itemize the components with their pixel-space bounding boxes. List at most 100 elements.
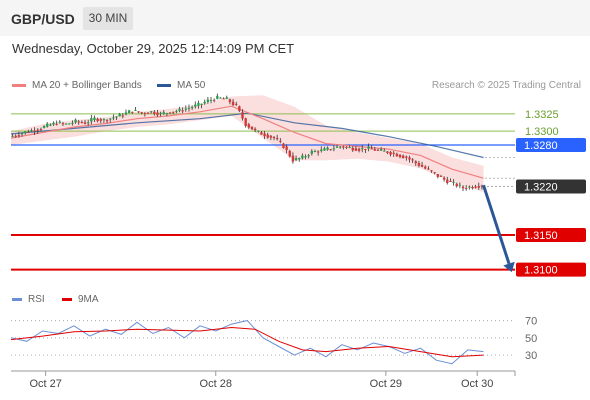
candle-body [96, 118, 99, 122]
candle-body [272, 136, 276, 139]
candle-body [364, 148, 367, 151]
candle-body [156, 112, 159, 116]
candle-body [64, 123, 68, 125]
candle-body [345, 146, 348, 148]
support-label-box-5 [516, 262, 586, 277]
candle-body [17, 134, 21, 136]
candle-body [86, 122, 90, 124]
candle-body [304, 156, 307, 158]
last-price-box [516, 179, 586, 194]
candle-body [430, 170, 433, 172]
candle-body [42, 126, 46, 128]
rsi-line [10, 320, 484, 365]
candle-body [46, 123, 49, 127]
forecast-arrow-shaft [482, 184, 511, 265]
candle-body [392, 152, 395, 154]
candle-body [134, 109, 137, 111]
support-label-5: 1.3100 [524, 265, 558, 277]
forecast-arrow-head [503, 261, 515, 273]
candle-body [90, 118, 93, 122]
candle-body [386, 151, 389, 153]
candle-body [439, 175, 443, 177]
candle-body [313, 151, 317, 153]
candle-body [159, 112, 162, 114]
candle-body [175, 111, 178, 113]
rsi-tick-label-2: 30 [525, 350, 537, 362]
candle-body [401, 155, 405, 159]
candle-body [172, 111, 175, 113]
candle-body [115, 116, 118, 118]
bollinger-band-fill [11, 95, 484, 193]
x-tick-label-0: Oct 27 [29, 378, 61, 390]
candle-body [373, 149, 377, 151]
candle-body [411, 159, 414, 161]
candle-body [219, 97, 222, 99]
candle-body [190, 107, 194, 109]
x-tick-label-1: Oct 28 [200, 378, 232, 390]
candle-body [257, 130, 260, 132]
candle-body [140, 112, 143, 114]
rsi-tick-label-1: 50 [525, 333, 537, 345]
candle-body [433, 172, 436, 174]
candle-body [30, 130, 33, 132]
candle-body [231, 101, 235, 106]
pivot-label-box [516, 138, 586, 152]
legend-ma9-label: 9MA [78, 294, 99, 305]
candle-body [222, 98, 225, 100]
pivot-label: 1.3280 [524, 140, 558, 152]
legend-ma9: 9MA [62, 294, 99, 305]
candle-body [250, 126, 254, 130]
candle-body [131, 111, 134, 113]
candle-body [260, 132, 263, 135]
candle-body [316, 151, 320, 153]
resistance-label-1: 1.3300 [525, 126, 559, 138]
candle-body [414, 161, 417, 164]
candle-body [424, 166, 427, 169]
support-label-4: 1.3150 [524, 230, 558, 242]
candle-body [33, 130, 36, 132]
candle-body [354, 148, 358, 151]
candle-body [332, 148, 336, 150]
candle-body [351, 147, 354, 151]
timeframe-badge[interactable]: 30 MIN [83, 7, 133, 30]
x-tick-label-2: Oct 29 [370, 378, 402, 390]
candle-body [449, 181, 452, 182]
candle-body [27, 132, 30, 134]
candle-body [417, 163, 421, 166]
candle-body [228, 99, 232, 103]
candle-body [216, 95, 219, 99]
candle-body [461, 186, 465, 189]
candle-body [194, 104, 197, 107]
candle-body [178, 108, 181, 111]
support-label-box-4 [516, 228, 586, 242]
candle-body [197, 102, 200, 106]
ma20-swatch [12, 83, 26, 87]
candle-body [165, 113, 169, 115]
candle-body [209, 100, 213, 102]
candle-body [408, 157, 411, 160]
instrument-title: GBP/USD [11, 11, 75, 27]
candle-body [39, 129, 43, 131]
rsi-tick-label-0: 70 [525, 316, 537, 328]
candle-body [93, 117, 96, 121]
candle-body [301, 155, 304, 159]
candle-body [395, 153, 399, 157]
candle-body [200, 103, 203, 105]
candle-body [105, 120, 109, 122]
candle-body [288, 151, 291, 157]
candle-body [477, 186, 480, 188]
candle-body [168, 112, 172, 114]
candle-body [446, 179, 449, 184]
candle-body [118, 113, 121, 117]
candle-body [206, 99, 210, 103]
candle-body [452, 181, 455, 183]
candle-body [480, 185, 484, 187]
candle-body [14, 135, 17, 137]
candle-body [52, 122, 55, 125]
candle-body [181, 110, 184, 112]
legend-ma50: MA 50 [157, 80, 205, 91]
candle-body [436, 174, 440, 177]
candle-body [263, 133, 266, 137]
candle-body [77, 121, 80, 123]
